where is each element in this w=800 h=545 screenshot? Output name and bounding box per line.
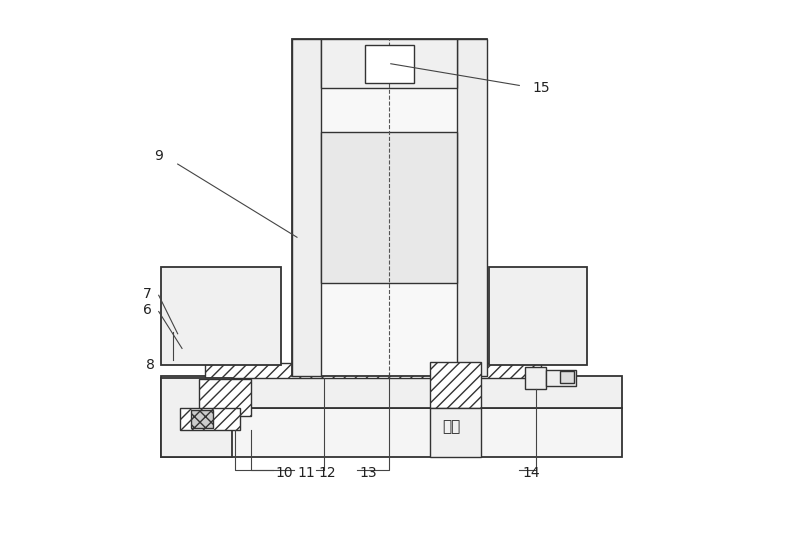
Bar (365, 45, 414, 83)
Text: 10: 10 (275, 466, 293, 480)
Circle shape (178, 281, 248, 351)
Circle shape (387, 60, 394, 67)
Bar (205, 363, 541, 378)
Bar (162, 376, 622, 408)
Bar (180, 408, 240, 430)
Text: 11: 11 (297, 466, 314, 480)
Circle shape (193, 330, 199, 336)
Bar (291, 39, 486, 376)
Text: 8: 8 (146, 358, 155, 372)
Circle shape (227, 295, 234, 302)
FancyBboxPatch shape (318, 131, 460, 286)
Text: 13: 13 (359, 466, 377, 480)
Circle shape (201, 304, 225, 328)
Bar (162, 267, 281, 365)
Circle shape (205, 417, 211, 423)
Bar (457, 39, 486, 376)
Circle shape (170, 357, 177, 364)
Circle shape (358, 367, 366, 373)
Text: 7: 7 (143, 287, 152, 301)
Text: 9: 9 (154, 149, 163, 163)
Bar (191, 410, 213, 428)
Bar (162, 378, 232, 457)
Bar (322, 131, 457, 283)
Circle shape (193, 295, 199, 302)
Circle shape (194, 417, 201, 423)
Text: 14: 14 (522, 466, 540, 480)
Bar (291, 39, 322, 376)
Bar (430, 408, 482, 457)
Circle shape (530, 373, 535, 378)
Circle shape (530, 380, 535, 385)
Circle shape (490, 367, 497, 373)
Text: 6: 6 (142, 304, 152, 317)
Bar (560, 371, 574, 383)
Text: 12: 12 (318, 466, 336, 480)
Circle shape (505, 282, 572, 349)
Bar (490, 267, 587, 365)
Circle shape (515, 293, 561, 338)
Circle shape (490, 357, 497, 364)
Bar (199, 379, 251, 416)
Circle shape (295, 234, 302, 240)
Text: 底座: 底座 (442, 420, 461, 434)
Bar (322, 39, 457, 88)
Text: 15: 15 (533, 81, 550, 95)
Bar (162, 408, 622, 457)
Circle shape (227, 330, 234, 336)
Bar (546, 370, 576, 386)
Bar (430, 362, 482, 408)
Circle shape (529, 306, 548, 326)
Bar (525, 367, 546, 389)
